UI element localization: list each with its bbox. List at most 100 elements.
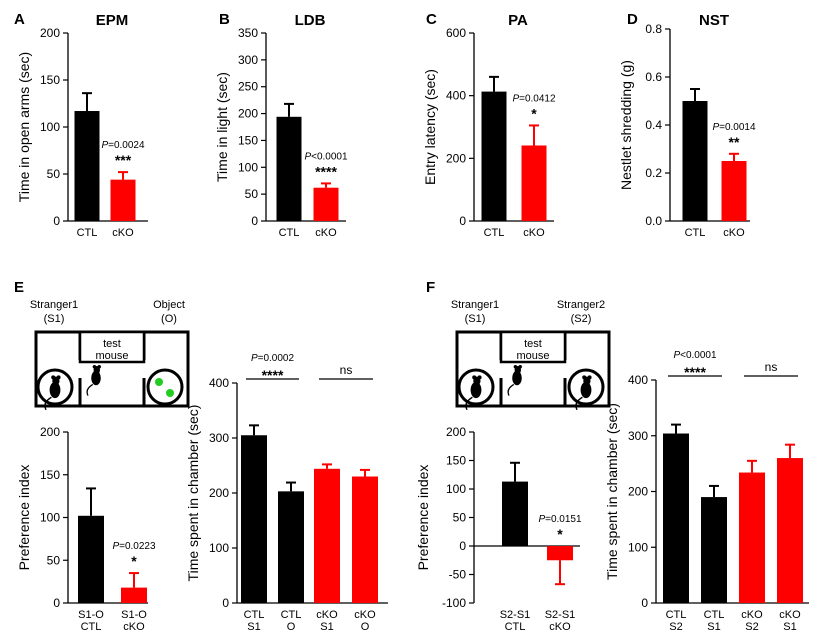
stranger1-sub: (S1) [465,313,486,325]
y-tick-label: 50 [453,511,467,525]
stranger2-label: Stranger2 [557,299,605,311]
test-mouse-label-1: test [524,338,542,350]
stranger1-label: Stranger1 [30,299,78,311]
x-tick-label: cKO [315,227,337,239]
y-tick-label: 200 [446,425,466,439]
significance-stars: **** [262,367,284,383]
object-label: Object [153,299,185,311]
chart-a: EPM 0 50 100 150 200 Time in open arms (sec) CT… [16,12,148,239]
y-tick-label: 100 [209,541,229,555]
bar-0 [74,111,100,221]
panel-letter-b: B [219,11,230,28]
chart-d: NST 0.0 0.2 0.4 0.6 0.8 Nestlet shredding (g) C… [618,12,756,239]
three-chamber-schematic-e: Stranger1 (S1) Object (O) test mouse [30,299,190,411]
bar-0 [481,91,507,222]
x-tick-label: cKO [723,227,745,239]
x-tick-label: CTL [281,609,302,621]
object-sub: (O) [161,313,177,325]
bar-0 [78,515,104,603]
x-tick-label: CTL [666,609,687,621]
y-axis-label: Preference index [415,465,431,571]
bar-0 [241,435,267,603]
x-tick-label: S1 [707,621,720,633]
y-tick-label: 100 [446,482,466,496]
p-value-label: P=0.0002 [251,353,295,364]
significance-stars: * [557,526,563,542]
right-cage [146,368,184,406]
y-tick-label: 400 [628,373,648,387]
significance-stars: ** [729,134,740,150]
x-tick-label: cKO [316,609,338,621]
y-tick-label: 0 [641,596,648,610]
y-tick-label: 0 [459,539,466,553]
stranger-mouse-left-icon [44,375,61,411]
y-tick-label: 50 [47,167,61,181]
bar-1 [547,546,573,561]
chart-title: EPM [96,12,129,29]
y-tick-label: 100 [40,511,60,525]
y-tick-label: 0 [53,596,60,610]
x-tick-label: CTL [279,227,300,239]
x-tick-label: S2 [669,621,682,633]
y-tick-label: 600 [446,26,466,40]
y-axis-label: Time in open arms (sec) [16,52,32,202]
y-axis-label: Entry latency (sec) [422,69,438,185]
y-axis-label: Preference index [16,465,32,571]
panel-letter-e: E [14,279,24,296]
y-axis-label: Time spent in chamber (sec) [604,403,620,580]
y-tick-label: 0 [53,214,60,228]
bar-2 [739,472,765,603]
object-dot-icon [166,389,174,397]
significance-stars: **** [315,163,337,179]
y-tick-label: 350 [238,26,258,40]
y-axis-label: Time spent in chamber (sec) [185,405,201,582]
bar-3 [352,476,378,603]
bar-0 [502,481,528,546]
y-tick-label: -100 [442,596,466,610]
y-tick-label: 300 [628,429,648,443]
bar-0 [276,116,302,221]
x-tick-label: cKO [523,227,545,239]
y-tick-label: 300 [238,53,258,67]
bar-1 [278,491,304,603]
x-tick-label: cKO [779,609,801,621]
y-tick-label: -50 [449,568,467,582]
y-tick-label: 200 [628,485,648,499]
x-tick-label: cKO [741,609,763,621]
y-tick-label: 200 [209,486,229,500]
y-tick-label: 200 [40,425,60,439]
bar-1 [110,179,136,221]
bar-1 [121,587,147,603]
chart-title: NST [699,12,729,29]
chart-c: PA 0 200 400 600 Entry latency (sec) CTL cKO P=0… [422,12,556,239]
y-tick-label: 0.6 [645,70,662,84]
y-tick-label: 150 [238,133,258,147]
significance-stars: ns [765,360,778,374]
stranger1-label: Stranger1 [451,299,499,311]
x-tick-label: S2-S1 [545,609,576,621]
p-value-label: P=0.0151 [538,514,582,525]
stranger-mouse-right-icon [575,375,592,411]
test-mouse-box [499,330,567,364]
chart-e-time: 0 100 200 300 400 Time spent in chamber (sec)… [185,353,388,633]
x-tick-label: S1-O [78,609,104,621]
y-axis-label: Time in light (sec) [214,72,230,182]
test-mouse-icon [86,365,101,396]
p-value-label: P=0.0024 [101,140,145,151]
bar-1 [721,161,747,221]
p-value-label: P=0.0412 [512,93,556,104]
x-tick-label: CTL [685,227,706,239]
p-value-label: P=0.0223 [112,541,156,552]
stranger2-sub: (S2) [571,313,592,325]
y-tick-label: 50 [47,553,61,567]
p-value-label: P=0.0014 [712,122,756,133]
y-tick-label: 0.2 [645,166,662,180]
stranger1-sub: (S1) [44,313,65,325]
x-tick-label: CTL [244,609,265,621]
y-axis-label: Nestlet shredding (g) [618,60,634,190]
x-tick-label: S1 [247,621,260,633]
y-tick-label: 400 [446,89,466,103]
test-mouse-box [78,330,146,364]
y-tick-label: 250 [238,80,258,94]
